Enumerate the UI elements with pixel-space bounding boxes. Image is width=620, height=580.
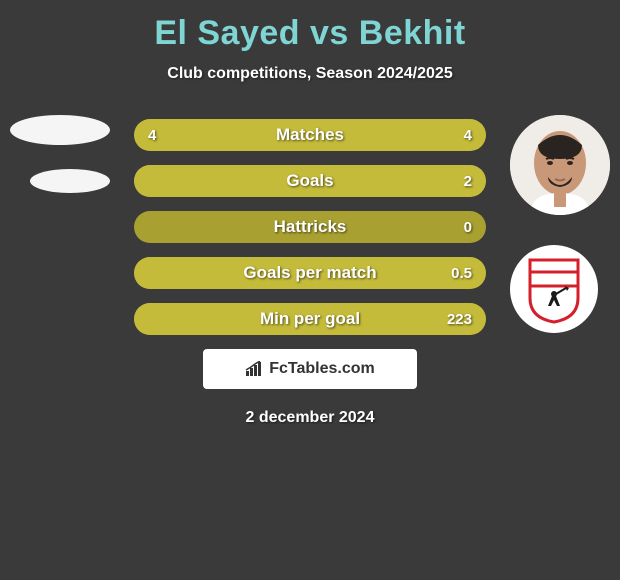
chart-area: 4Matches4 Goals2 Hattricks0 Goals per match… bbox=[0, 119, 620, 427]
right-player-avatar bbox=[510, 115, 610, 215]
stat-label: Hattricks bbox=[134, 211, 486, 243]
club-crest-icon bbox=[524, 254, 584, 324]
stat-label: Goals bbox=[134, 165, 486, 197]
stat-row: Goals per match0.5 bbox=[134, 257, 486, 289]
stat-row: Hattricks0 bbox=[134, 211, 486, 243]
stat-value-right: 223 bbox=[447, 303, 472, 335]
left-player-avatar-placeholder bbox=[10, 115, 110, 145]
stat-row: 4Matches4 bbox=[134, 119, 486, 151]
right-player-column bbox=[510, 115, 610, 333]
stat-value-right: 4 bbox=[464, 119, 472, 151]
watermark-text: FcTables.com bbox=[269, 360, 375, 378]
left-player-column bbox=[10, 115, 110, 217]
right-player-club-badge bbox=[510, 245, 598, 333]
left-player-club-placeholder bbox=[30, 169, 110, 193]
stat-value-right: 2 bbox=[464, 165, 472, 197]
stat-row: Goals2 bbox=[134, 165, 486, 197]
comparison-title: El Sayed vs Bekhit bbox=[0, 0, 620, 53]
stat-row: Min per goal223 bbox=[134, 303, 486, 335]
bar-chart-icon bbox=[245, 361, 265, 377]
stat-label: Min per goal bbox=[134, 303, 486, 335]
stat-label: Goals per match bbox=[134, 257, 486, 289]
stat-label: Matches bbox=[134, 119, 486, 151]
snapshot-date: 2 december 2024 bbox=[0, 409, 620, 427]
stat-value-right: 0 bbox=[464, 211, 472, 243]
stat-bars: 4Matches4 Goals2 Hattricks0 Goals per match… bbox=[134, 119, 486, 335]
comparison-subtitle: Club competitions, Season 2024/2025 bbox=[0, 65, 620, 83]
stat-value-right: 0.5 bbox=[451, 257, 472, 289]
watermark-badge: FcTables.com bbox=[203, 349, 417, 389]
player-face-icon bbox=[510, 115, 610, 215]
